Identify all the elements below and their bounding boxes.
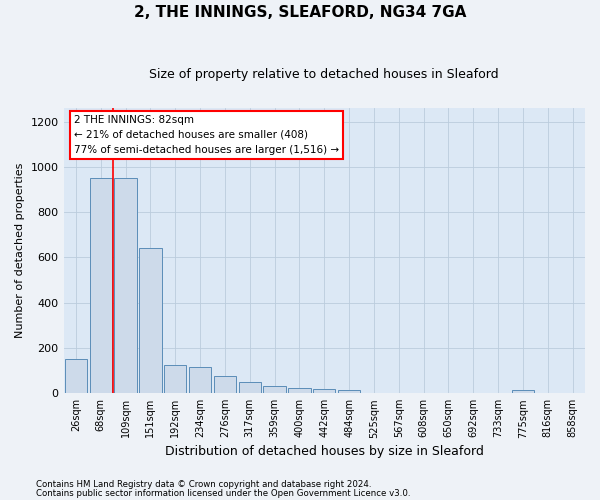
Bar xyxy=(288,388,311,393)
X-axis label: Distribution of detached houses by size in Sleaford: Distribution of detached houses by size … xyxy=(165,444,484,458)
Bar xyxy=(512,390,534,393)
Text: Contains HM Land Registry data © Crown copyright and database right 2024.: Contains HM Land Registry data © Crown c… xyxy=(36,480,371,489)
Bar xyxy=(65,359,87,393)
Bar xyxy=(164,365,187,393)
Bar xyxy=(189,367,211,393)
Bar xyxy=(313,388,335,393)
Bar xyxy=(263,386,286,393)
Bar xyxy=(338,390,360,393)
Text: 2 THE INNINGS: 82sqm
← 21% of detached houses are smaller (408)
77% of semi-deta: 2 THE INNINGS: 82sqm ← 21% of detached h… xyxy=(74,115,339,155)
Title: Size of property relative to detached houses in Sleaford: Size of property relative to detached ho… xyxy=(149,68,499,80)
Bar xyxy=(115,178,137,393)
Bar xyxy=(89,178,112,393)
Bar xyxy=(139,248,161,393)
Bar xyxy=(214,376,236,393)
Y-axis label: Number of detached properties: Number of detached properties xyxy=(15,163,25,338)
Text: 2, THE INNINGS, SLEAFORD, NG34 7GA: 2, THE INNINGS, SLEAFORD, NG34 7GA xyxy=(134,5,466,20)
Text: Contains public sector information licensed under the Open Government Licence v3: Contains public sector information licen… xyxy=(36,489,410,498)
Bar xyxy=(239,382,261,393)
